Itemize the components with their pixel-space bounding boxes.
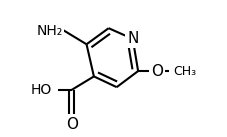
Text: NH₂: NH₂ [37,24,63,38]
Text: O: O [66,117,77,132]
Text: HO: HO [31,83,52,97]
Text: N: N [126,31,138,46]
Text: O: O [150,64,162,79]
Text: CH₃: CH₃ [172,65,195,78]
